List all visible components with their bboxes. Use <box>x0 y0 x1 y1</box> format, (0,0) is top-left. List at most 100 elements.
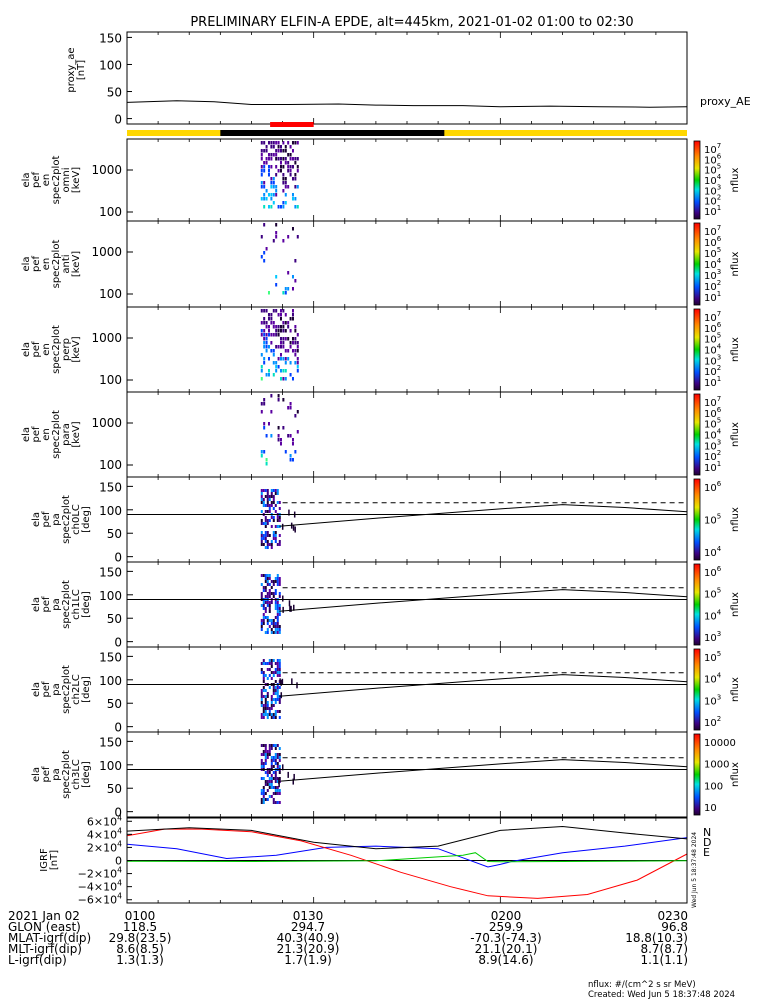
heatmap-cell <box>262 677 265 680</box>
heatmap-cell <box>270 677 273 680</box>
heatmap-cell <box>270 153 273 157</box>
heatmap-cell <box>266 704 269 707</box>
heatmap-cell <box>270 504 273 507</box>
heatmap-cell <box>270 341 273 345</box>
heatmap-cell <box>270 707 273 710</box>
colorbar-unit-label: nflux <box>730 762 741 787</box>
heatmap-cell <box>268 543 271 546</box>
heatmap-cell <box>262 707 265 710</box>
heatmap-cell <box>272 716 275 719</box>
heatmap-cell <box>260 762 263 765</box>
heatmap-cell <box>260 540 263 543</box>
heatmap-cell <box>264 504 267 507</box>
heatmap-cell <box>266 716 269 719</box>
heatmap-cell <box>263 223 266 227</box>
heatmap-cell <box>260 698 263 701</box>
heatmap-cell <box>264 577 267 580</box>
heatmap-cell <box>272 801 275 804</box>
footer-cell: 294.7 <box>291 920 325 934</box>
heatmap-cell <box>270 665 273 668</box>
colorbar-tick-label: 106 <box>704 565 722 579</box>
heatmap-cell <box>282 165 285 169</box>
heatmap-cell <box>275 193 278 197</box>
heatmap-cell <box>260 153 263 157</box>
heatmap-cell <box>264 701 267 704</box>
heatmap-cell <box>266 753 269 756</box>
heatmap-cell <box>262 501 265 504</box>
heatmap-cell <box>260 365 263 369</box>
heatmap-cell <box>264 531 267 534</box>
heatmap-cell <box>260 492 263 495</box>
legend-entry: E <box>703 846 710 859</box>
heatmap-cell <box>264 750 267 753</box>
footer-cell: 8.6(8.5) <box>116 942 164 956</box>
heatmap-cell <box>260 704 263 707</box>
heatmap-cell <box>260 495 263 498</box>
heatmap-cell <box>260 595 263 598</box>
heatmap-cell <box>262 589 265 592</box>
ylabel-line: spec2plot <box>61 750 72 799</box>
panel-frame <box>126 646 688 733</box>
heatmap-cell <box>263 251 266 255</box>
heatmap-cell <box>274 792 277 795</box>
heatmap-cell <box>275 365 278 369</box>
heatmap-cell <box>266 522 269 525</box>
heatmap-cell <box>272 349 275 353</box>
heatmap-cell <box>260 713 263 716</box>
colorbar-tick-label: 102 <box>704 364 721 378</box>
heatmap-cell <box>270 795 273 798</box>
heatmap-cell <box>264 610 267 613</box>
heatmap-cell <box>272 698 275 701</box>
heatmap-cell <box>274 577 277 580</box>
heatmap-cell <box>260 489 263 492</box>
heatmap-cell <box>274 604 277 607</box>
heatmap-cell <box>278 625 281 628</box>
heatmap-cell <box>260 197 263 201</box>
heatmap-cell <box>260 510 263 513</box>
heatmap-cell <box>267 329 270 333</box>
heatmap-cell <box>289 173 292 177</box>
heatmap-cell <box>284 349 287 353</box>
heatmap-cell <box>270 516 273 519</box>
heatmap-cell <box>284 149 287 153</box>
heatmap-cell <box>275 333 278 337</box>
heatmap-cell <box>264 631 267 634</box>
heatmap-cell <box>278 662 281 665</box>
ylabel-line: en <box>41 174 52 187</box>
heatmap-cell <box>296 157 299 161</box>
heatmap-cell <box>274 580 277 583</box>
heatmap-cell <box>270 701 273 704</box>
heatmap-cell <box>272 692 275 695</box>
heatmap-cell <box>294 325 297 329</box>
heatmap-cell <box>274 628 277 631</box>
heatmap-cell <box>263 450 266 454</box>
heatmap-cell <box>262 543 265 546</box>
heatmap-cell <box>287 161 290 165</box>
heatmap-cell <box>274 789 277 792</box>
heatmap-cell <box>272 193 275 197</box>
heatmap-cell <box>275 157 278 161</box>
panel-ylabel: proxy_ae [nT] <box>66 47 87 92</box>
y-tick-label: 100 <box>99 504 122 518</box>
heatmap-cell <box>264 540 267 543</box>
heatmap-cell <box>270 165 273 169</box>
colorbar-tick-label: 103 <box>704 630 721 644</box>
heatmap-cell <box>262 750 265 753</box>
heatmap-cell <box>278 716 281 719</box>
heatmap-cell <box>289 165 292 169</box>
ylabel-line: pa <box>51 768 62 780</box>
heatmap-cell <box>270 704 273 707</box>
colorbar-tick-label: 106 <box>704 480 722 494</box>
heatmap-cell <box>272 519 275 522</box>
heatmap-cell <box>294 329 297 333</box>
heatmap-cell <box>272 765 275 768</box>
heatmap-cell <box>263 333 266 337</box>
heatmap-cell <box>268 707 271 710</box>
heatmap-cell <box>275 149 278 153</box>
heatmap-cell <box>268 753 271 756</box>
ylabel-line: [keV] <box>71 336 82 362</box>
legend-entry: N <box>703 826 711 839</box>
heatmap-cell <box>266 771 269 774</box>
y-tick-label: 150 <box>99 31 122 45</box>
